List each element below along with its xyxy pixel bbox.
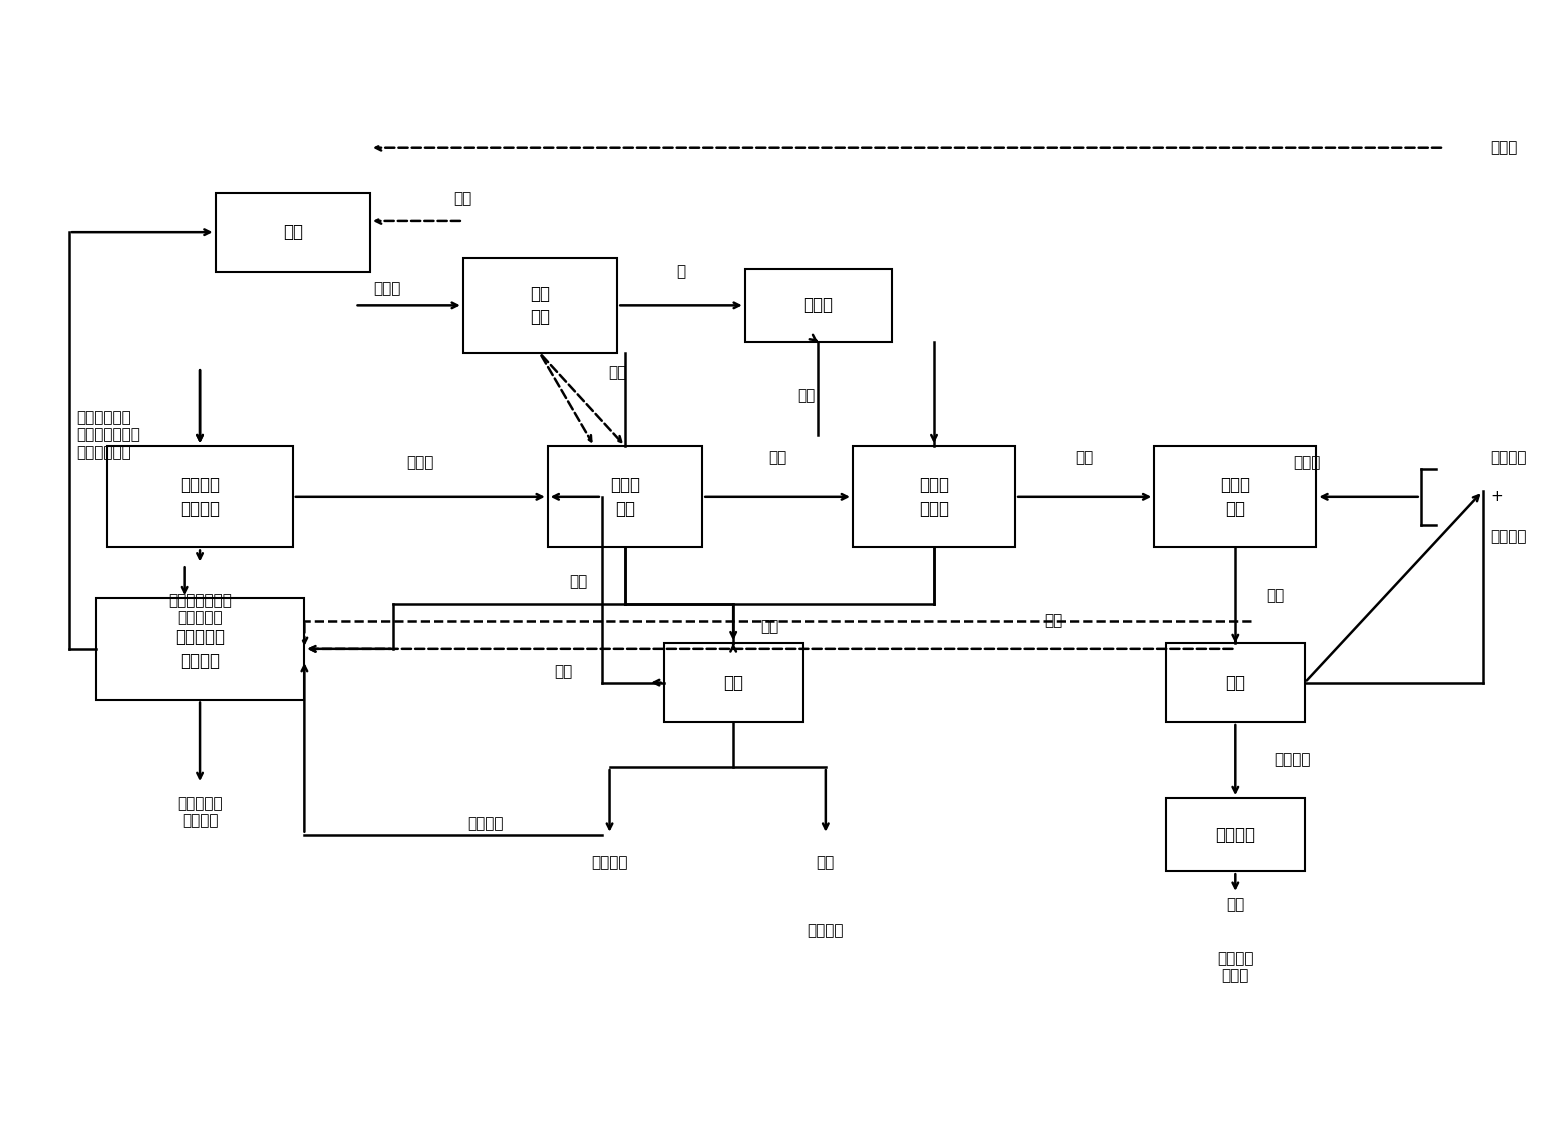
Text: 木质纤维原料
（甘蔗渣、玉米
杆、禽草等）: 木质纤维原料 （甘蔗渣、玉米 杆、禽草等） bbox=[76, 410, 140, 459]
Text: 醌类等化
工产品: 醌类等化 工产品 bbox=[1218, 951, 1253, 983]
Text: 氧化脱
木素: 氧化脱 木素 bbox=[1221, 477, 1250, 518]
Text: 超细纤维: 超细纤维 bbox=[591, 855, 628, 870]
Text: 蔗髓、玉米秆髓
等薄壁细胞: 蔗髓、玉米秆髓 等薄壁细胞 bbox=[168, 593, 232, 626]
Text: 固体: 固体 bbox=[769, 450, 787, 465]
Text: 碱: 碱 bbox=[677, 264, 686, 279]
FancyBboxPatch shape bbox=[1166, 798, 1305, 871]
Text: +: + bbox=[1490, 489, 1503, 504]
FancyBboxPatch shape bbox=[1166, 643, 1305, 722]
Text: 有机溶剂: 有机溶剂 bbox=[1490, 529, 1526, 544]
FancyBboxPatch shape bbox=[745, 269, 892, 342]
Text: 良浆: 良浆 bbox=[817, 855, 836, 870]
Text: 粗浆: 粗浆 bbox=[761, 619, 780, 634]
Text: 碱回收: 碱回收 bbox=[803, 296, 833, 315]
Text: 氧化剂: 氧化剂 bbox=[1292, 456, 1320, 471]
Text: 长纤维: 长纤维 bbox=[407, 456, 433, 471]
Text: 粗浆: 粗浆 bbox=[1045, 613, 1063, 628]
Text: 黑液: 黑液 bbox=[569, 573, 588, 588]
Text: 木素沉淀: 木素沉淀 bbox=[1216, 825, 1255, 844]
FancyBboxPatch shape bbox=[1154, 446, 1316, 547]
Text: 超细纤维: 超细纤维 bbox=[468, 816, 504, 831]
Text: 纸成品等: 纸成品等 bbox=[808, 923, 843, 938]
FancyBboxPatch shape bbox=[463, 258, 617, 353]
Text: 无机酸: 无机酸 bbox=[374, 280, 401, 296]
FancyBboxPatch shape bbox=[95, 598, 304, 700]
Text: 碱处理
脱木素: 碱处理 脱木素 bbox=[918, 477, 949, 518]
FancyBboxPatch shape bbox=[547, 446, 702, 547]
Text: 固体: 固体 bbox=[1076, 450, 1094, 465]
Text: 黑液: 黑液 bbox=[608, 366, 627, 381]
Text: 黑液: 黑液 bbox=[1266, 588, 1285, 603]
Text: 乙醇、丁二
醇等产品: 乙醇、丁二 醇等产品 bbox=[178, 796, 223, 829]
FancyBboxPatch shape bbox=[664, 643, 803, 722]
Text: 蒸馏: 蒸馏 bbox=[1225, 674, 1246, 692]
Text: 黑液预
浸渍: 黑液预 浸渍 bbox=[610, 477, 641, 518]
Text: 糖浆: 糖浆 bbox=[454, 190, 472, 206]
FancyBboxPatch shape bbox=[215, 193, 369, 271]
Text: 发酵或同步
糖化发酵: 发酵或同步 糖化发酵 bbox=[175, 628, 224, 669]
Text: 木素: 木素 bbox=[1227, 897, 1244, 912]
FancyBboxPatch shape bbox=[108, 446, 293, 547]
Text: 筛浆: 筛浆 bbox=[723, 674, 744, 692]
Text: 木素
沉淀: 木素 沉淀 bbox=[530, 285, 550, 326]
Text: 切割、破
碎、筛分: 切割、破 碎、筛分 bbox=[181, 477, 220, 518]
Text: 粗渣: 粗渣 bbox=[553, 663, 572, 678]
FancyBboxPatch shape bbox=[853, 446, 1015, 547]
Text: 黑液: 黑液 bbox=[797, 388, 815, 402]
Text: 碱木素: 碱木素 bbox=[1490, 140, 1517, 155]
Text: 浓缩黑液: 浓缩黑液 bbox=[1274, 752, 1311, 767]
Text: 脱毒: 脱毒 bbox=[282, 223, 302, 242]
Text: 过氧化氢: 过氧化氢 bbox=[1490, 450, 1526, 465]
